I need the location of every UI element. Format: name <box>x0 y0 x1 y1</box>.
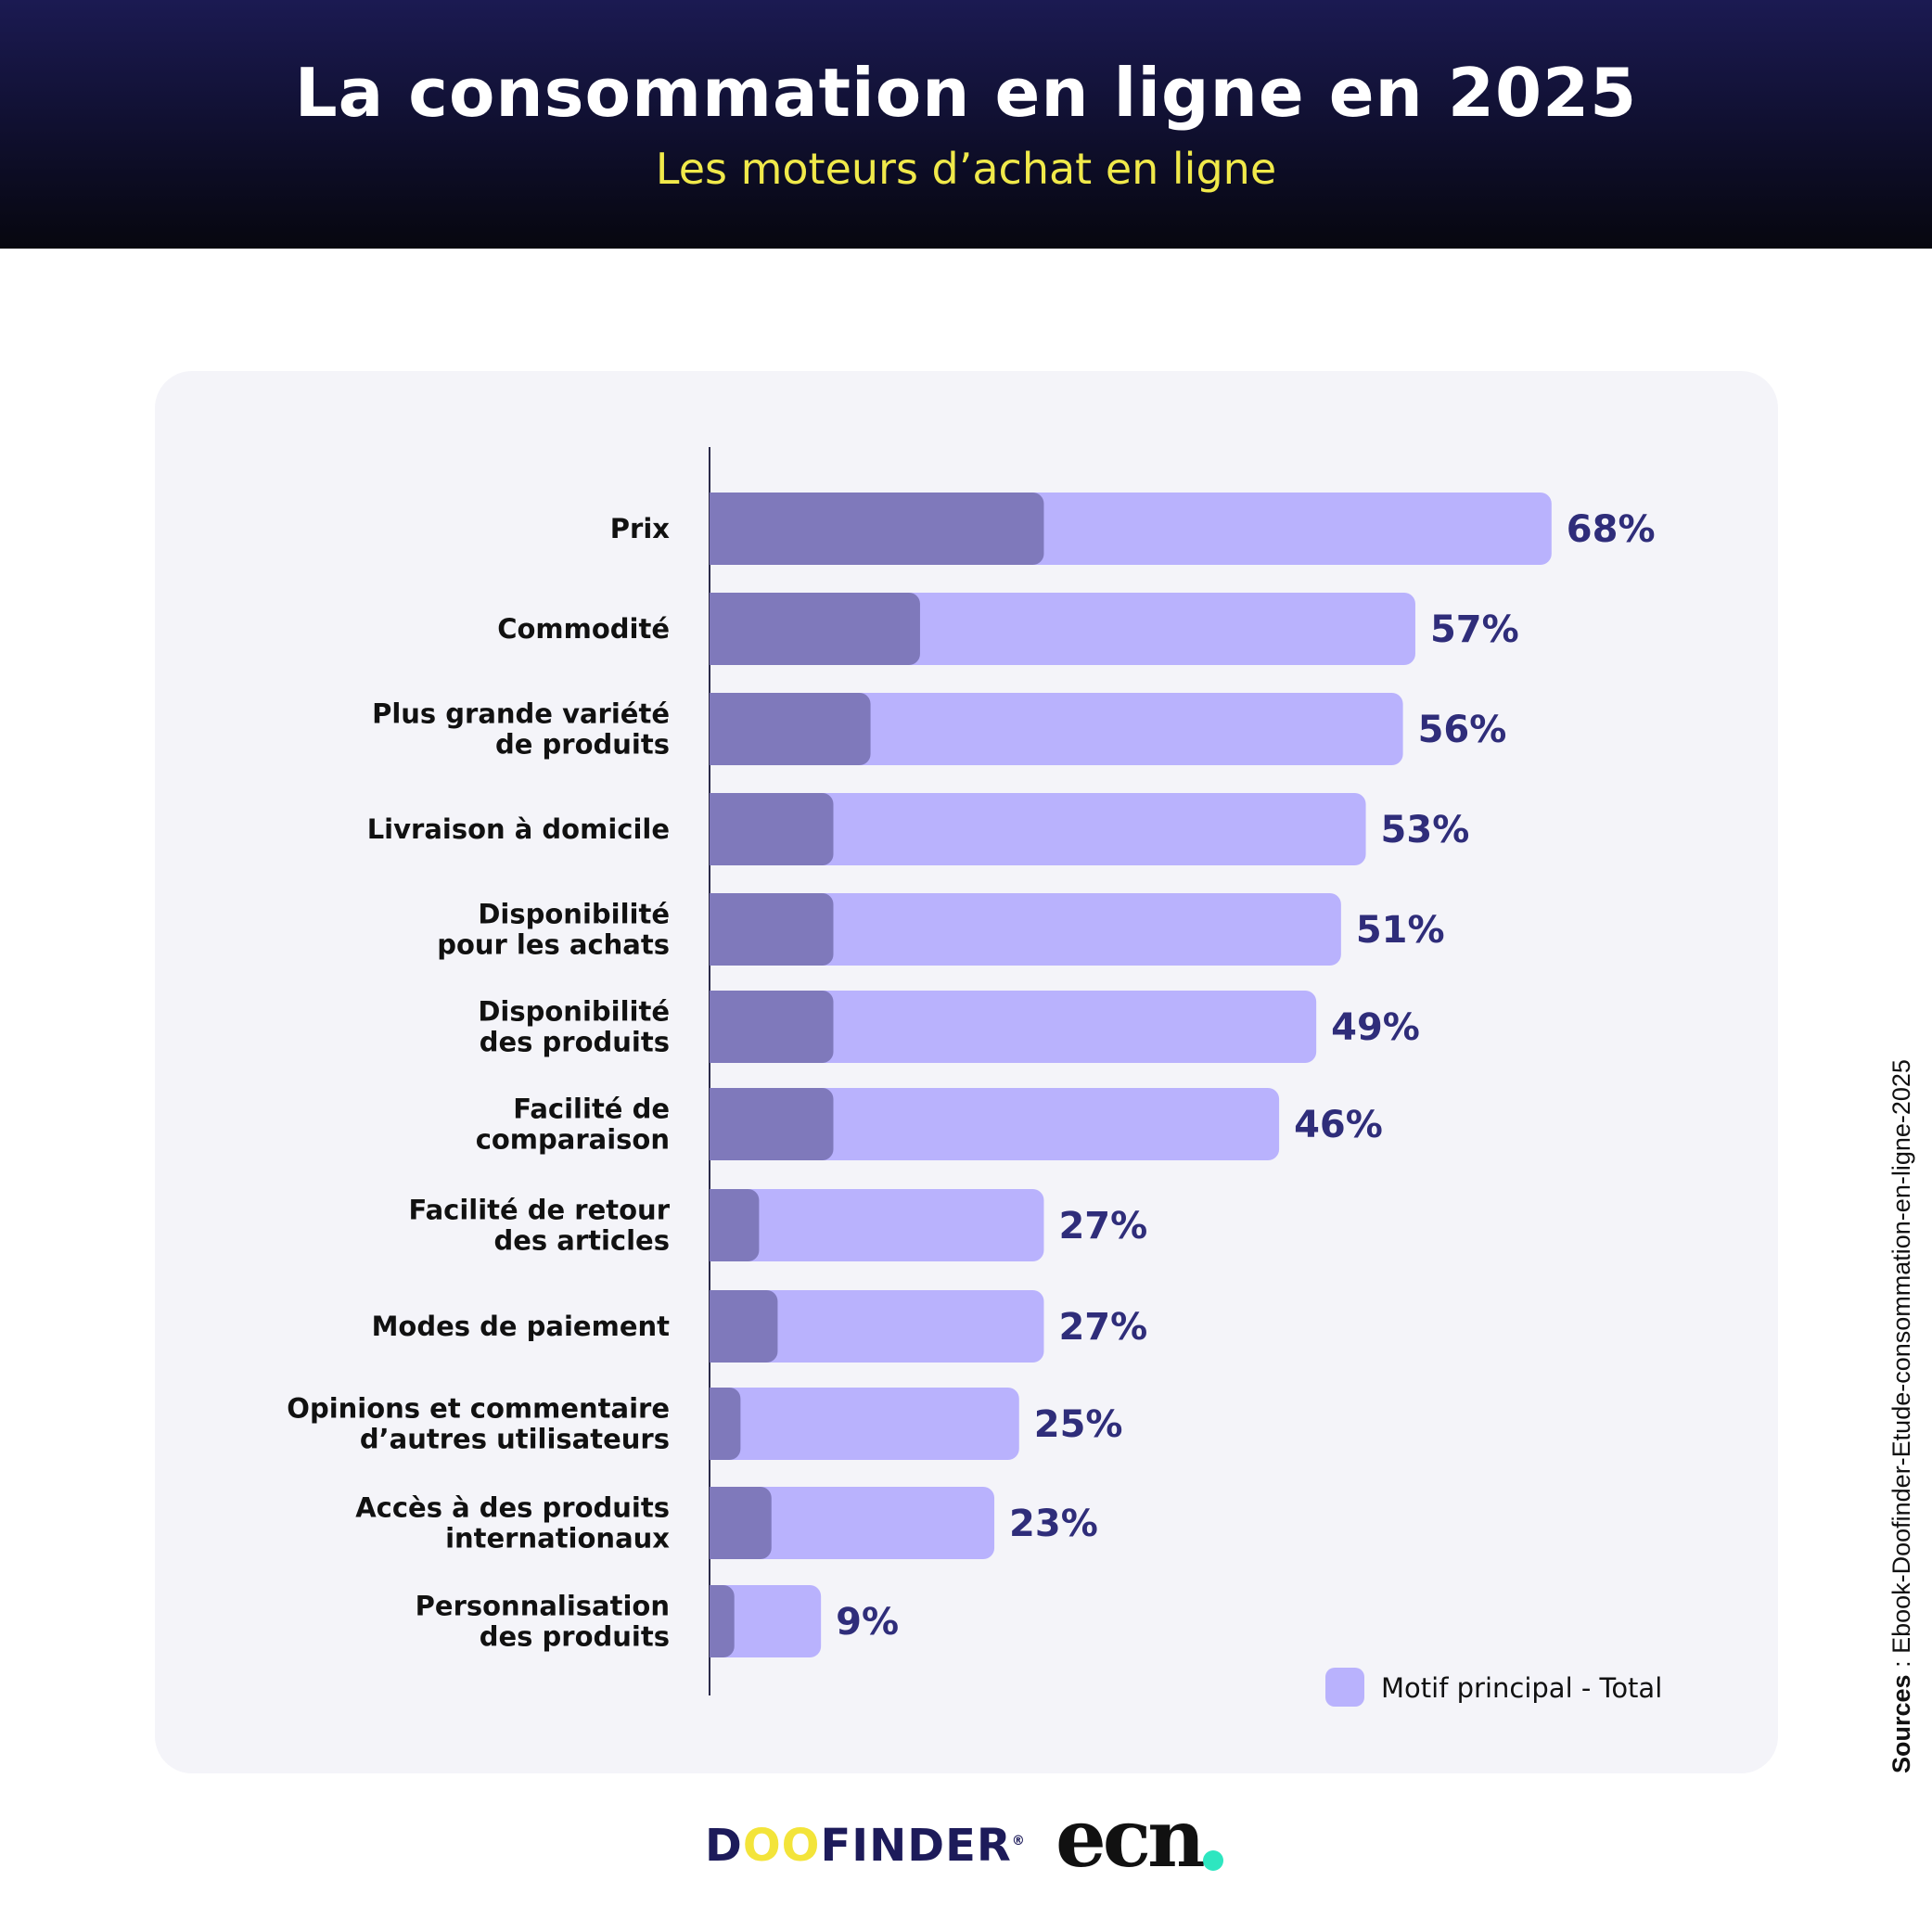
category-label-line: Opinions et commentaire <box>287 1393 670 1425</box>
category-label-line: comparaison <box>476 1124 670 1156</box>
doofinder-logo: DOOFINDER® <box>705 1820 1026 1872</box>
bar-motif-principal-edge <box>710 1290 721 1363</box>
value-label: 51% <box>1356 909 1445 952</box>
category-label-line: d’autres utilisateurs <box>360 1424 670 1455</box>
value-label: 53% <box>1381 809 1470 851</box>
category-label: Plus grande variété de produits <box>372 698 670 761</box>
category-label: Personnalisation des produits <box>416 1591 670 1653</box>
bar-motif-principal <box>710 893 834 966</box>
bar-motif-principal-edge <box>710 1088 721 1160</box>
doofinder-logo-rest: FINDER <box>820 1820 1012 1872</box>
category-label-line: internationaux <box>445 1523 670 1555</box>
bar-motif-principal-edge <box>710 1487 721 1559</box>
value-label: 49% <box>1331 1006 1420 1049</box>
source-label: Sources <box>1887 1674 1915 1773</box>
category-label-line: Modes de paiement <box>372 1311 671 1342</box>
category-label: Prix <box>610 513 670 544</box>
source-note: Sources : Ebook-Doofinder-Etude-consomma… <box>1887 1059 1916 1773</box>
category-label-line: Personnalisation <box>416 1591 670 1622</box>
bar-total <box>710 1585 822 1657</box>
category-label: Modes de paiement <box>372 1311 671 1342</box>
bar-total <box>710 793 1366 865</box>
value-label: 23% <box>1009 1503 1098 1545</box>
category-label-line: pour les achats <box>437 929 670 961</box>
category-label-line: Prix <box>610 513 670 544</box>
category-label-line: des articles <box>493 1225 670 1257</box>
chart-card: Prix 68% Commodité 57% Plus grande variété de… <box>155 371 1778 1773</box>
category-label: Accès à des produits internationaux <box>355 1492 670 1555</box>
doofinder-logo-d: D <box>705 1820 743 1872</box>
bar-motif-principal <box>710 991 834 1063</box>
bar-motif-principal-edge <box>710 991 721 1063</box>
bar-motif-principal <box>710 1088 834 1160</box>
bar-motif-principal <box>710 1189 760 1261</box>
bar-motif-principal-edge <box>710 493 721 565</box>
category-label: Facilité de comparaison <box>476 1094 670 1156</box>
header-banner: La consommation en ligne en 2025 Les mot… <box>0 0 1932 249</box>
bar-total <box>710 1189 1044 1261</box>
category-label-line: Plus grande variété <box>372 698 670 730</box>
category-label: Disponibilité des produits <box>478 996 670 1058</box>
logos: DOOFINDER® ecn <box>0 1792 1932 1886</box>
bar-motif-principal-edge <box>710 893 721 966</box>
category-label: Facilité de retour des articles <box>408 1195 670 1257</box>
legend-swatch <box>1325 1668 1364 1707</box>
category-label-line: Livraison à domicile <box>367 813 670 845</box>
bar-motif-principal-edge <box>710 793 721 865</box>
bar-total <box>710 1290 1044 1363</box>
value-label: 56% <box>1418 709 1507 751</box>
bar-chart: Prix 68%Commodité 57%Plus grande variété de… <box>287 447 1662 1707</box>
category-label-line: Commodité <box>497 613 670 645</box>
page-subtitle: Les moteurs d’achat en ligne <box>655 144 1277 194</box>
bar-motif-principal <box>710 693 871 765</box>
ecn-logo-dot <box>1203 1850 1223 1871</box>
value-label: 9% <box>836 1601 899 1644</box>
category-label-line: de produits <box>495 729 670 761</box>
bar-total <box>710 1487 995 1559</box>
category-label-line: Disponibilité <box>478 899 670 930</box>
page-title: La consommation en ligne en 2025 <box>294 54 1638 132</box>
bar-total <box>710 1388 1019 1460</box>
bar-motif-principal <box>710 793 834 865</box>
bar-motif-principal-edge <box>710 693 721 765</box>
category-label-line: des produits <box>480 1027 670 1058</box>
category-label-line: Facilité de retour <box>408 1195 670 1226</box>
doofinder-logo-oo: OO <box>742 1820 821 1872</box>
bar-motif-principal <box>710 1290 778 1363</box>
category-label-line: des produits <box>480 1621 670 1653</box>
bar-motif-principal-edge <box>710 593 721 665</box>
category-label: Opinions et commentaire d’autres utilisat… <box>287 1393 670 1455</box>
bar-motif-principal <box>710 493 1044 565</box>
legend-label: Motif principal - Total <box>1381 1672 1662 1704</box>
category-label-line: Facilité de <box>513 1094 670 1125</box>
category-label-line: Accès à des produits <box>355 1492 670 1524</box>
bar-motif-principal <box>710 1487 772 1559</box>
value-label: 27% <box>1058 1306 1147 1349</box>
category-label: Livraison à domicile <box>367 813 670 845</box>
bar-total <box>710 1088 1280 1160</box>
source-text: : Ebook-Doofinder-Etude-consommation-en-… <box>1887 1059 1915 1675</box>
value-label: 57% <box>1430 608 1519 651</box>
bar-total <box>710 991 1317 1063</box>
doofinder-logo-mark: ® <box>1011 1834 1026 1849</box>
bar-total <box>710 693 1403 765</box>
bar-motif-principal <box>710 593 920 665</box>
bar-motif-principal-edge <box>710 1388 721 1460</box>
value-label: 68% <box>1567 508 1656 551</box>
bar-total <box>710 893 1341 966</box>
value-label: 25% <box>1034 1403 1123 1446</box>
category-label: Commodité <box>497 613 670 645</box>
value-label: 46% <box>1294 1104 1383 1146</box>
category-label: Disponibilité pour les achats <box>437 899 670 961</box>
bar-motif-principal-edge <box>710 1189 721 1261</box>
value-label: 27% <box>1058 1205 1147 1247</box>
bar-motif-principal-edge <box>710 1585 721 1657</box>
category-label-line: Disponibilité <box>478 996 670 1028</box>
ecn-logo: ecn <box>1056 1792 1206 1886</box>
